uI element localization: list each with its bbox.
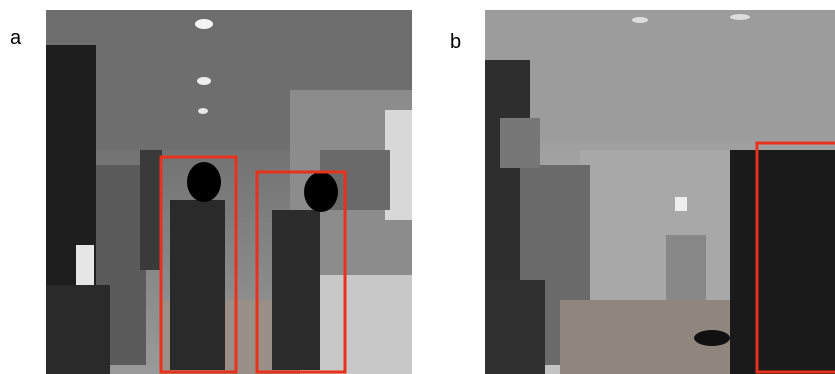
photo bbox=[485, 10, 835, 374]
photo bbox=[46, 10, 412, 374]
panel-label: a bbox=[10, 27, 22, 49]
figure: a b bbox=[0, 0, 835, 374]
panel-label: b bbox=[450, 31, 461, 53]
